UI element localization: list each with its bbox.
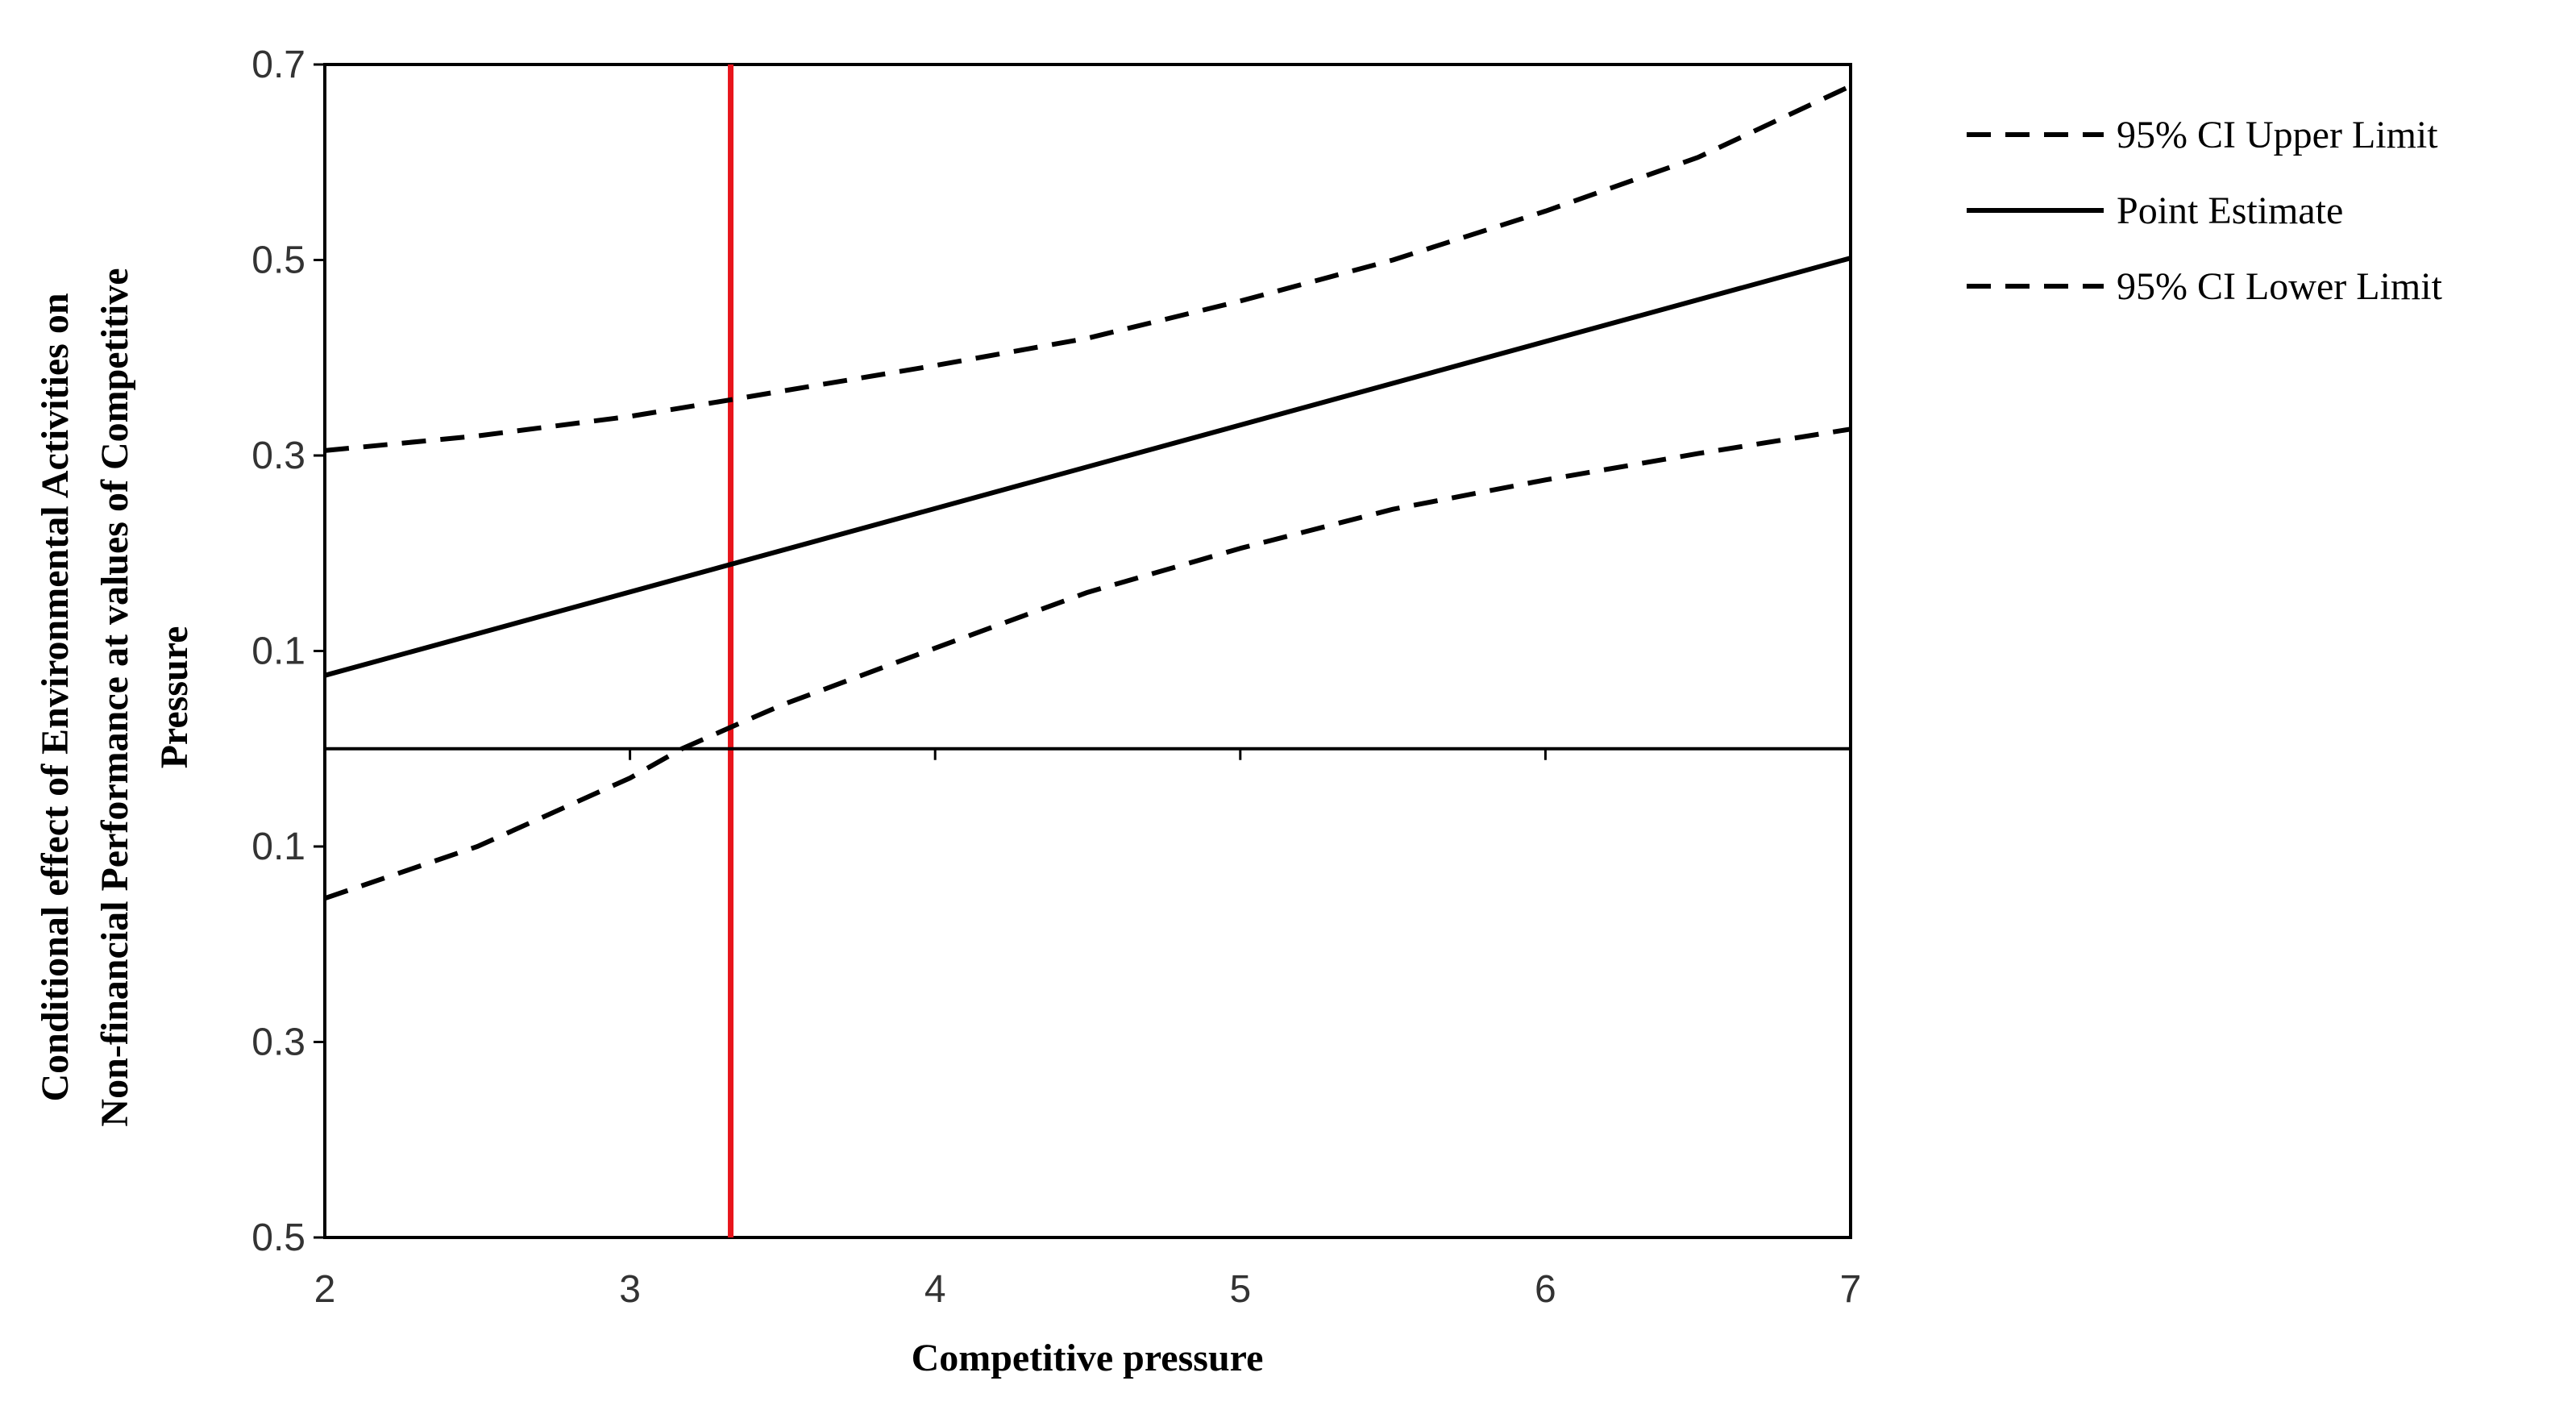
y-tick-labels: 0.7 0.5 0.3 0.1 0.1 0.3 0.5 [251, 44, 305, 1259]
series-layer [324, 83, 1852, 901]
y-tick-label: 0.3 [251, 435, 305, 477]
series-line-1 [324, 256, 1851, 678]
series-line-0 [324, 83, 1852, 453]
x-tick-label: 6 [1535, 1268, 1556, 1311]
y-axis-title-line: Conditional effect of Environmental Acti… [34, 293, 77, 1101]
y-tick-label: 0.1 [251, 826, 305, 868]
y-tick-label: 0.5 [251, 239, 305, 282]
legend-label: Point Estimate [2117, 189, 2343, 232]
x-axis-title: Competitive pressure [912, 1337, 1264, 1379]
y-tick-label: 0.1 [251, 630, 305, 673]
y-axis-title-line: Non-financial Performance at values of C… [93, 268, 136, 1126]
x-tick-label: 4 [924, 1268, 946, 1311]
y-tick-label: 0.7 [251, 44, 305, 86]
ticks-layer [314, 63, 1852, 1239]
legend: 95% CI Upper Limit Point Estimate 95% CI L… [1967, 114, 2443, 308]
series-line-2 [324, 426, 1851, 901]
y-axis-title: Conditional effect of Environmental Acti… [34, 268, 196, 1126]
y-axis-title-line: Pressure [153, 626, 196, 769]
x-tick-label: 3 [619, 1268, 641, 1311]
y-tick-label: 0.5 [251, 1217, 305, 1259]
x-tick-labels: 2 3 4 5 6 7 [314, 1268, 1862, 1311]
plot-area [323, 63, 1852, 1239]
reference-lines [325, 64, 1851, 1237]
x-tick-label: 2 [314, 1268, 336, 1311]
y-tick-label: 0.3 [251, 1021, 305, 1064]
x-tick-label: 5 [1229, 1268, 1251, 1311]
legend-label: 95% CI Lower Limit [2117, 265, 2443, 308]
legend-label: 95% CI Upper Limit [2117, 114, 2438, 156]
x-tick-label: 7 [1840, 1268, 1862, 1311]
